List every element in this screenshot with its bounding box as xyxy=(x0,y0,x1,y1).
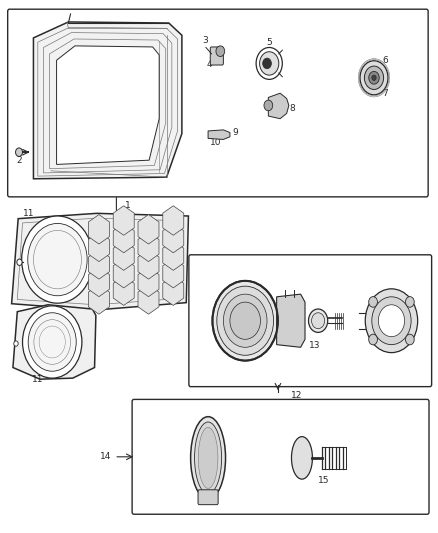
Text: 15: 15 xyxy=(318,476,329,484)
Circle shape xyxy=(360,61,388,95)
Circle shape xyxy=(28,313,76,371)
Circle shape xyxy=(372,297,411,345)
Polygon shape xyxy=(113,206,134,235)
Polygon shape xyxy=(88,232,110,262)
Polygon shape xyxy=(163,276,184,305)
Polygon shape xyxy=(138,285,159,314)
Circle shape xyxy=(369,71,379,84)
Ellipse shape xyxy=(194,422,222,494)
Polygon shape xyxy=(138,215,159,244)
Polygon shape xyxy=(163,206,184,235)
Polygon shape xyxy=(13,305,96,379)
FancyBboxPatch shape xyxy=(210,47,223,65)
Polygon shape xyxy=(138,232,159,262)
Ellipse shape xyxy=(198,427,218,488)
Text: 10: 10 xyxy=(210,138,222,147)
Polygon shape xyxy=(163,259,184,288)
Polygon shape xyxy=(88,285,110,314)
Circle shape xyxy=(230,302,261,340)
Circle shape xyxy=(406,296,414,307)
FancyBboxPatch shape xyxy=(198,490,218,505)
Circle shape xyxy=(217,286,274,356)
Polygon shape xyxy=(88,249,110,279)
Text: 5: 5 xyxy=(266,38,272,47)
Ellipse shape xyxy=(291,437,312,479)
Polygon shape xyxy=(88,267,110,297)
Text: 12: 12 xyxy=(291,391,302,400)
Text: 14: 14 xyxy=(100,453,111,462)
Circle shape xyxy=(263,58,272,69)
Circle shape xyxy=(22,306,82,378)
Polygon shape xyxy=(113,223,134,253)
Polygon shape xyxy=(163,223,184,253)
Circle shape xyxy=(364,66,384,90)
Text: 1: 1 xyxy=(125,201,131,211)
Circle shape xyxy=(264,100,273,111)
Polygon shape xyxy=(138,267,159,297)
Polygon shape xyxy=(113,276,134,305)
Circle shape xyxy=(308,309,328,333)
Polygon shape xyxy=(88,215,110,244)
Circle shape xyxy=(17,259,22,265)
Text: 13: 13 xyxy=(309,341,321,350)
Circle shape xyxy=(378,305,405,337)
Polygon shape xyxy=(12,213,188,310)
Circle shape xyxy=(14,341,18,346)
Text: 11: 11 xyxy=(23,209,35,218)
Polygon shape xyxy=(57,46,159,165)
Circle shape xyxy=(369,296,378,307)
Circle shape xyxy=(369,334,378,345)
Polygon shape xyxy=(277,294,305,348)
Polygon shape xyxy=(208,130,230,140)
Text: 4: 4 xyxy=(207,60,212,69)
Text: 11: 11 xyxy=(32,375,43,384)
Circle shape xyxy=(15,148,22,157)
Polygon shape xyxy=(113,259,134,288)
Polygon shape xyxy=(163,241,184,270)
Polygon shape xyxy=(138,249,159,279)
Text: 7: 7 xyxy=(382,88,388,98)
Circle shape xyxy=(28,223,87,296)
Text: 9: 9 xyxy=(233,128,238,137)
Circle shape xyxy=(223,294,267,348)
Circle shape xyxy=(311,313,325,329)
Circle shape xyxy=(256,47,283,79)
Circle shape xyxy=(406,334,414,345)
Ellipse shape xyxy=(191,417,226,499)
Polygon shape xyxy=(268,93,289,119)
Text: 2: 2 xyxy=(16,156,22,165)
Text: 6: 6 xyxy=(382,56,388,64)
Circle shape xyxy=(365,289,418,353)
Polygon shape xyxy=(113,241,134,270)
Circle shape xyxy=(212,281,278,361)
Text: 3: 3 xyxy=(202,36,208,45)
Circle shape xyxy=(216,46,225,56)
Polygon shape xyxy=(33,22,182,179)
Circle shape xyxy=(372,75,376,80)
Circle shape xyxy=(21,216,93,303)
Text: 8: 8 xyxy=(290,103,295,112)
Circle shape xyxy=(260,52,279,75)
